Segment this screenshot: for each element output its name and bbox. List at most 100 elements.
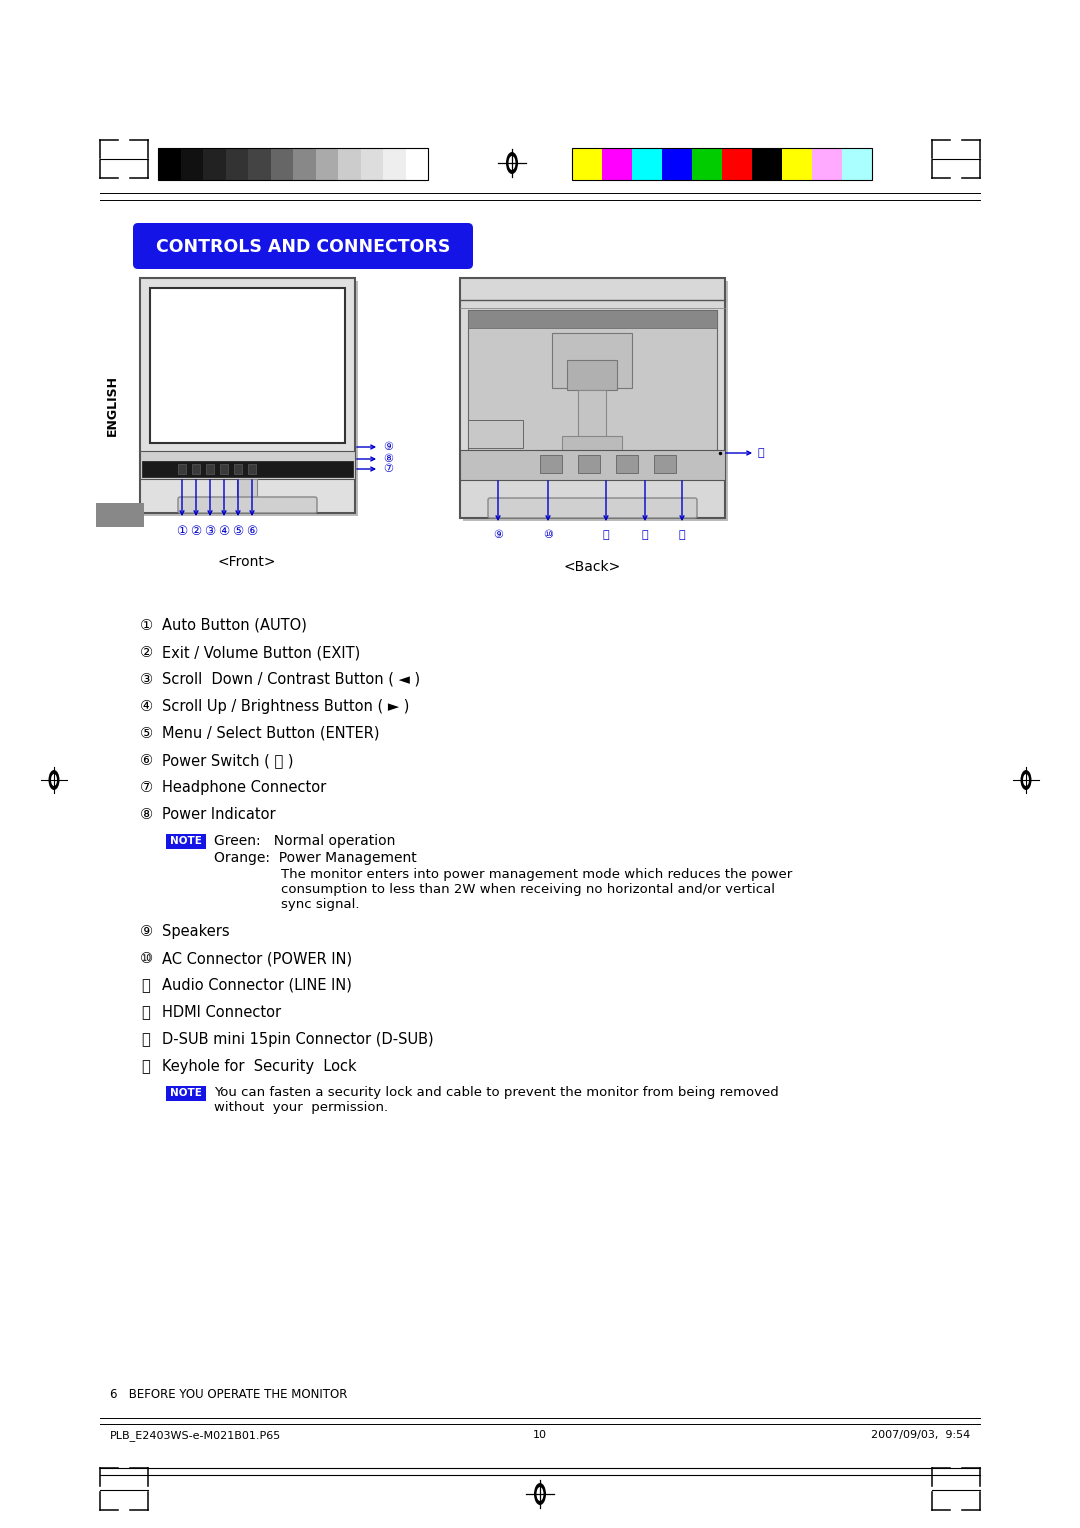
Bar (578, 455, 600, 474)
Text: ⑦: ⑦ (383, 465, 393, 474)
Bar (578, 390, 606, 458)
Text: NOTE: NOTE (170, 1088, 202, 1099)
Bar (140, 451, 355, 478)
Bar (662, 148, 692, 180)
Bar (782, 148, 812, 180)
Text: ②: ② (139, 645, 152, 660)
Text: Power Switch ( ⏻ ): Power Switch ( ⏻ ) (162, 753, 294, 769)
Bar (405, 148, 428, 180)
Bar (616, 455, 638, 474)
Bar (562, 435, 622, 454)
Text: ⑬: ⑬ (141, 1031, 150, 1047)
Text: ⑤: ⑤ (232, 526, 244, 538)
Bar (220, 465, 228, 474)
Text: ⑭: ⑭ (757, 448, 764, 458)
Text: Speakers: Speakers (162, 924, 230, 940)
Text: ⑥: ⑥ (139, 753, 152, 769)
Text: ②: ② (190, 526, 202, 538)
Text: ⑩: ⑩ (139, 950, 152, 966)
Bar (572, 148, 602, 180)
Bar (226, 148, 248, 180)
Bar (293, 148, 315, 180)
Text: Scroll Up / Brightness Button ( ► ): Scroll Up / Brightness Button ( ► ) (162, 698, 409, 714)
Text: NOTE: NOTE (170, 836, 202, 847)
Text: ⑫: ⑫ (642, 530, 648, 539)
Text: <Front>: <Front> (218, 555, 276, 568)
Bar (383, 148, 405, 180)
Bar (752, 148, 782, 180)
Bar (460, 278, 725, 518)
Ellipse shape (51, 775, 57, 785)
Bar (178, 465, 186, 474)
Bar (248, 148, 270, 180)
Text: ③: ③ (139, 672, 152, 688)
Bar (540, 455, 562, 474)
Text: CONTROLS AND CONNECTORS: CONTROLS AND CONNECTORS (156, 238, 450, 257)
Bar (572, 148, 872, 180)
Text: ⑭: ⑭ (141, 1059, 150, 1074)
Bar (842, 148, 872, 180)
Bar (338, 148, 361, 180)
Bar (203, 148, 226, 180)
Text: ④: ④ (139, 698, 152, 714)
Text: ⑬: ⑬ (678, 530, 686, 539)
Text: Orange:  Power Management: Orange: Power Management (214, 851, 417, 865)
Text: ⑪: ⑪ (603, 530, 609, 539)
Text: ③: ③ (204, 526, 216, 538)
Text: ⑪: ⑪ (141, 978, 150, 993)
Text: ⑨: ⑨ (383, 442, 393, 452)
Text: Headphone Connector: Headphone Connector (162, 779, 326, 795)
Bar (468, 310, 717, 471)
Ellipse shape (509, 156, 515, 170)
Bar (632, 148, 662, 180)
Text: ⑧: ⑧ (383, 454, 393, 465)
Text: HDMI Connector: HDMI Connector (162, 1005, 281, 1021)
Bar (150, 287, 345, 443)
Bar (361, 148, 383, 180)
Ellipse shape (507, 151, 518, 174)
Bar (180, 148, 203, 180)
Text: ④: ④ (218, 526, 230, 538)
Ellipse shape (49, 770, 59, 790)
Text: ⑨: ⑨ (139, 924, 152, 940)
Bar (692, 148, 723, 180)
Bar (463, 281, 728, 521)
Text: 10: 10 (534, 1430, 546, 1439)
Bar (460, 451, 725, 480)
Text: Power Indicator: Power Indicator (162, 807, 275, 822)
Text: Exit / Volume Button (EXIT): Exit / Volume Button (EXIT) (162, 645, 361, 660)
Bar (248, 465, 256, 474)
FancyBboxPatch shape (488, 498, 697, 518)
Text: Auto Button (AUTO): Auto Button (AUTO) (162, 617, 307, 633)
Ellipse shape (1021, 770, 1031, 790)
Text: D-SUB mini 15pin Connector (D-SUB): D-SUB mini 15pin Connector (D-SUB) (162, 1031, 434, 1047)
Ellipse shape (534, 1484, 546, 1505)
Text: ⑤: ⑤ (139, 726, 152, 741)
Bar (468, 420, 523, 448)
Ellipse shape (537, 1487, 543, 1500)
Bar (206, 465, 214, 474)
Bar (143, 281, 357, 516)
Text: ⑥: ⑥ (246, 526, 258, 538)
Text: PLB_E2403WS-e-M021B01.P65: PLB_E2403WS-e-M021B01.P65 (110, 1430, 281, 1441)
Bar (552, 333, 632, 388)
Bar (237, 478, 257, 501)
Bar (812, 148, 842, 180)
Text: The monitor enters into power management mode which reduces the power
consumptio: The monitor enters into power management… (281, 868, 793, 911)
Bar (234, 465, 242, 474)
Bar (166, 834, 206, 850)
Text: ⑧: ⑧ (139, 807, 152, 822)
FancyBboxPatch shape (133, 223, 473, 269)
Bar (468, 310, 717, 329)
Bar (158, 148, 428, 180)
Text: ①: ① (176, 526, 188, 538)
Bar (723, 148, 752, 180)
Text: You can fasten a security lock and cable to prevent the monitor from being remov: You can fasten a security lock and cable… (214, 1086, 779, 1114)
Text: Keyhole for  Security  Lock: Keyhole for Security Lock (162, 1059, 356, 1074)
Bar (567, 361, 617, 390)
Text: ⑨: ⑨ (492, 530, 503, 539)
Text: ⑦: ⑦ (139, 779, 152, 795)
Bar (654, 455, 676, 474)
Bar (140, 278, 355, 513)
Bar (141, 461, 353, 477)
